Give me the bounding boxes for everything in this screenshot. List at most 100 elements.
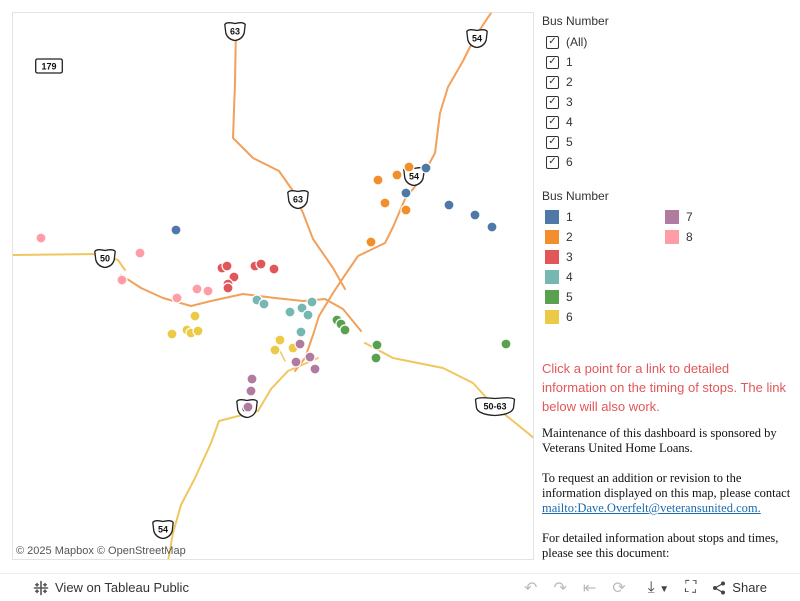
bus-stop-bus-2[interactable] xyxy=(403,161,415,173)
bus-stop-bus-2[interactable] xyxy=(391,169,403,181)
bus-stop-bus-2[interactable] xyxy=(400,204,412,216)
checkbox[interactable]: ✓ xyxy=(546,95,559,109)
bus-stop-bus-7[interactable] xyxy=(246,373,258,385)
chevron-down-icon: ▼ xyxy=(659,583,670,595)
bus-stop-bus-2[interactable] xyxy=(379,197,391,209)
bus-stop-bus-6[interactable] xyxy=(192,325,204,337)
legend-label: 7 xyxy=(686,210,693,224)
bus-stop-bus-7[interactable] xyxy=(309,363,321,375)
road-us50-63-east xyxy=(364,342,533,439)
download-icon[interactable]: ⤓ ▼ xyxy=(647,578,670,596)
bus-stop-bus-1[interactable] xyxy=(420,162,432,174)
shield-label: 54 xyxy=(409,172,419,182)
bus-stop-bus-7[interactable] xyxy=(242,401,254,413)
legend-item-8[interactable]: 8 xyxy=(662,227,782,247)
bus-stop-bus-1[interactable] xyxy=(469,209,481,221)
revert-icon[interactable]: ⇤ xyxy=(582,579,597,597)
sponsor-text: Maintenance of this dashboard is sponsor… xyxy=(542,426,777,455)
bus-stop-bus-7[interactable] xyxy=(245,385,257,397)
bus-stop-bus-3[interactable] xyxy=(228,271,240,283)
checkbox[interactable]: ✓ xyxy=(546,135,559,149)
route-shield-63: 63 xyxy=(287,190,309,210)
bus-stop-bus-6[interactable] xyxy=(269,344,281,356)
legend-item-1[interactable]: 1 xyxy=(542,207,662,227)
legend-swatch xyxy=(665,210,679,224)
osm-attribution-link[interactable]: © OpenStreetMap xyxy=(96,545,186,557)
bus-stop-bus-7[interactable] xyxy=(290,356,302,368)
mapbox-attribution-link[interactable]: © 2025 Mapbox xyxy=(16,545,94,557)
shield-shape xyxy=(35,58,63,74)
bus-stop-bus-3[interactable] xyxy=(268,263,280,275)
filter-item-3[interactable]: ✓ 3 xyxy=(542,92,792,112)
bus-stop-bus-8[interactable] xyxy=(134,247,146,259)
legend-item-6[interactable]: 6 xyxy=(542,307,662,327)
shield-label: 63 xyxy=(293,195,303,205)
bus-stop-bus-4[interactable] xyxy=(295,326,307,338)
bus-stop-bus-5[interactable] xyxy=(371,339,383,351)
bus-stop-bus-2[interactable] xyxy=(372,174,384,186)
bus-stop-bus-5[interactable] xyxy=(370,352,382,364)
bus-number-filter[interactable]: ✓ (All) ✓ 1 ✓ 2 ✓ 3 ✓ 4 ✓ 5 ✓ 6 xyxy=(542,32,792,182)
bus-stop-bus-4[interactable] xyxy=(258,298,270,310)
legend-item-3[interactable]: 3 xyxy=(542,247,662,267)
bus-stop-bus-6[interactable] xyxy=(189,310,201,322)
redo-icon[interactable]: ↷ xyxy=(553,579,567,597)
bus-stop-bus-4[interactable] xyxy=(302,309,314,321)
bus-stop-bus-3[interactable] xyxy=(255,258,267,270)
view-on-tableau-public-link[interactable]: View on Tableau Public xyxy=(33,580,189,596)
color-legend[interactable]: 1 2 3 4 5 6 7 8 xyxy=(542,207,792,327)
bus-stop-bus-5[interactable] xyxy=(339,324,351,336)
bus-stop-bus-8[interactable] xyxy=(202,285,214,297)
filter-item-2[interactable]: ✓ 2 xyxy=(542,72,792,92)
bus-stop-bus-3[interactable] xyxy=(221,260,233,272)
refresh-icon[interactable]: ⟳ xyxy=(612,579,626,597)
bus-stop-bus-1[interactable] xyxy=(170,224,182,236)
checkbox[interactable]: ✓ xyxy=(546,55,559,69)
bus-stop-bus-7[interactable] xyxy=(294,338,306,350)
bus-stop-bus-1[interactable] xyxy=(400,187,412,199)
legend-title: Bus Number xyxy=(542,189,609,203)
legend-item-2[interactable]: 2 xyxy=(542,227,662,247)
checkbox[interactable]: ✓ xyxy=(546,155,559,169)
bus-stop-bus-2[interactable] xyxy=(365,236,377,248)
bus-stop-bus-4[interactable] xyxy=(284,306,296,318)
route-shield-63: 63 xyxy=(224,22,246,42)
legend-label: 4 xyxy=(566,270,573,284)
bus-stop-bus-8[interactable] xyxy=(116,274,128,286)
checkbox[interactable]: ✓ xyxy=(546,35,559,49)
filter-item-6[interactable]: ✓ 6 xyxy=(542,152,792,172)
checkbox[interactable]: ✓ xyxy=(546,115,559,129)
route-shield-54: 54 xyxy=(152,520,174,540)
filter-item-all[interactable]: ✓ (All) xyxy=(542,32,792,52)
bus-stop-bus-8[interactable] xyxy=(191,283,203,295)
bus-stop-bus-3[interactable] xyxy=(222,282,234,294)
mailto-link[interactable]: mailto:Dave.Overfelt@veteransunited.com. xyxy=(542,501,761,515)
filter-item-1[interactable]: ✓ 1 xyxy=(542,52,792,72)
bus-stop-bus-4[interactable] xyxy=(306,296,318,308)
undo-icon[interactable]: ↶ xyxy=(524,579,538,597)
bus-stop-bus-1[interactable] xyxy=(443,199,455,211)
bus-stop-bus-4[interactable] xyxy=(296,302,308,314)
checkbox[interactable]: ✓ xyxy=(546,75,559,89)
bus-stop-bus-8[interactable] xyxy=(171,292,183,304)
bus-stop-bus-6[interactable] xyxy=(274,334,286,346)
share-button[interactable]: Share xyxy=(712,580,767,595)
bus-stop-bus-8[interactable] xyxy=(35,232,47,244)
filter-item-5[interactable]: ✓ 5 xyxy=(542,132,792,152)
bus-stop-bus-5[interactable] xyxy=(500,338,512,350)
filter-item-4[interactable]: ✓ 4 xyxy=(542,112,792,132)
fullscreen-icon[interactable]: ⛶ xyxy=(685,578,697,596)
bus-stop-bus-7[interactable] xyxy=(304,351,316,363)
shield-shape xyxy=(466,29,488,49)
legend-item-5[interactable]: 5 xyxy=(542,287,662,307)
legend-item-4[interactable]: 4 xyxy=(542,267,662,287)
bus-stop-bus-6[interactable] xyxy=(166,328,178,340)
legend-label: 3 xyxy=(566,250,573,264)
shield-shape xyxy=(474,397,516,417)
legend-label: 1 xyxy=(566,210,573,224)
bus-stop-bus-1[interactable] xyxy=(486,221,498,233)
legend-item-7[interactable]: 7 xyxy=(662,207,782,227)
legend-label: 5 xyxy=(566,290,573,304)
